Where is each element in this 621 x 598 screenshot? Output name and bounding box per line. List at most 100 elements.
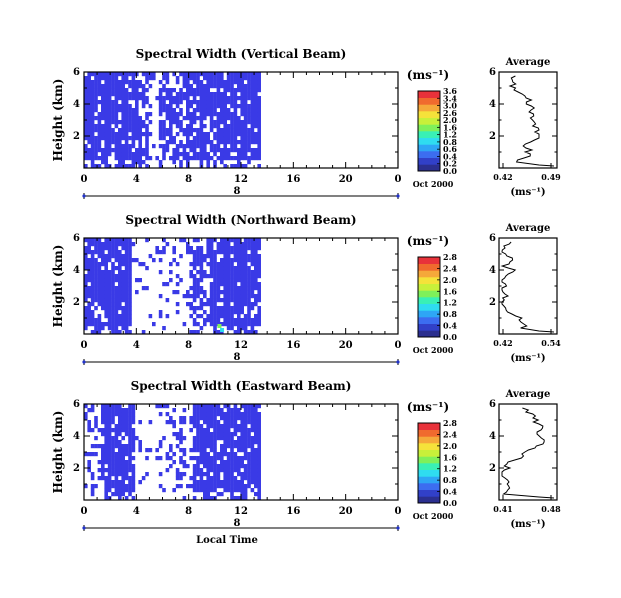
heatmap-cell <box>203 452 207 457</box>
heatmap-cell <box>118 440 122 445</box>
heatmap-cell <box>250 318 255 323</box>
heatmap-cell <box>196 250 200 255</box>
heatmap-cell <box>101 262 105 267</box>
heatmap-cell <box>199 424 204 429</box>
heatmap-cell <box>254 484 258 489</box>
heatmap-cell <box>128 468 132 473</box>
panel-1: Spectral Width (Vertical Beam)Height (km… <box>51 47 561 199</box>
heatmap-cell <box>84 124 88 129</box>
heatmap-cell <box>128 302 132 307</box>
heatmap-cell <box>84 246 88 251</box>
heatmap-cell <box>189 100 193 105</box>
heatmap-cell <box>131 428 136 433</box>
heatmap-cell <box>240 322 244 327</box>
heatmap-cell <box>196 262 200 267</box>
heatmap-cell <box>104 76 108 81</box>
heatmap-cell <box>247 472 251 477</box>
heatmap-cell <box>192 310 197 315</box>
heatmap-cell <box>162 144 166 149</box>
heatmap-cell <box>124 72 129 77</box>
colorbar-swatch <box>418 323 440 331</box>
heatmap-cell <box>250 148 255 153</box>
heatmap-cell <box>199 84 204 89</box>
heatmap-cell <box>203 484 207 489</box>
heatmap-cell <box>196 132 200 137</box>
heatmap-cell <box>111 440 115 445</box>
heatmap-cell <box>189 132 193 137</box>
heatmap-cell <box>138 136 142 141</box>
heatmap-cell <box>145 140 149 145</box>
heatmap-cell <box>121 326 125 331</box>
heatmap-cell <box>226 436 231 441</box>
heatmap-cell <box>209 80 214 85</box>
heatmap-cell <box>175 80 180 85</box>
heatmap-cell <box>101 270 105 275</box>
colorbar-swatch <box>418 263 440 271</box>
heatmap-cell <box>230 468 234 473</box>
heatmap-cell <box>128 136 132 141</box>
heatmap-cell <box>240 88 244 93</box>
heatmap-cell <box>209 416 214 421</box>
heatmap-cell <box>179 128 183 133</box>
heatmap-cell <box>206 250 210 255</box>
heatmap-cell <box>84 412 88 417</box>
heatmap-cell <box>104 428 108 433</box>
heatmap-cell <box>84 322 88 327</box>
heatmap-cell <box>138 420 142 425</box>
heatmap-cell <box>257 480 261 485</box>
heatmap-cell <box>101 290 105 295</box>
heatmap-cell <box>223 452 227 457</box>
heatmap-cell <box>196 144 200 149</box>
heatmap-cell <box>257 444 261 449</box>
heatmap-cell <box>90 318 95 323</box>
heatmap-cell <box>203 290 207 295</box>
heatmap-cell <box>189 92 193 97</box>
heatmap-cell <box>189 84 193 89</box>
heatmap-cell <box>186 484 190 489</box>
heatmap-cell <box>213 488 217 493</box>
heatmap-cell <box>226 412 231 417</box>
heatmap-cell <box>84 108 88 113</box>
heatmap-cell <box>128 238 132 243</box>
heatmap-cell <box>257 246 261 251</box>
heatmap-cell <box>199 278 204 283</box>
heatmap-cell <box>172 424 176 429</box>
heatmap-cell <box>233 480 238 485</box>
heatmap-cell <box>257 72 261 77</box>
heatmap-cell <box>196 258 200 263</box>
heatmap-cell <box>111 88 115 93</box>
heatmap-cell <box>131 132 136 137</box>
heatmap-cell <box>172 116 176 121</box>
heatmap-cell <box>101 108 105 113</box>
heatmap-cell <box>216 242 221 247</box>
heatmap-cell <box>145 238 149 243</box>
heatmap-field <box>84 238 261 335</box>
heatmap-cell <box>254 452 258 457</box>
heatmap-cell <box>243 266 248 271</box>
heatmap-cell <box>104 290 108 295</box>
heatmap-cell <box>209 140 214 145</box>
heatmap-cell <box>247 160 251 165</box>
heatmap-cell <box>192 266 197 271</box>
heatmap-cell <box>179 140 183 145</box>
heatmap-cell <box>111 420 115 425</box>
colorbar-tick-label: 0.4 <box>443 151 457 161</box>
heatmap-cell <box>203 436 207 441</box>
heatmap-cell <box>209 448 214 453</box>
heatmap-cell <box>203 428 207 433</box>
heatmap-cell <box>114 492 119 497</box>
heatmap-cell <box>226 464 231 469</box>
heatmap-cell <box>233 460 238 465</box>
heatmap-cell <box>237 128 241 133</box>
heatmap-cell <box>220 408 224 413</box>
heatmap-cell <box>131 472 136 477</box>
heatmap-cell <box>226 310 231 315</box>
heatmap-cell <box>254 282 258 287</box>
heatmap-cell <box>199 444 204 449</box>
heatmap-cell <box>199 160 204 165</box>
heatmap-cell <box>121 88 125 93</box>
heatmap-cell <box>199 306 204 311</box>
heatmap-cell <box>175 144 180 149</box>
heatmap-cell <box>220 246 224 251</box>
heatmap-cell <box>186 464 190 469</box>
